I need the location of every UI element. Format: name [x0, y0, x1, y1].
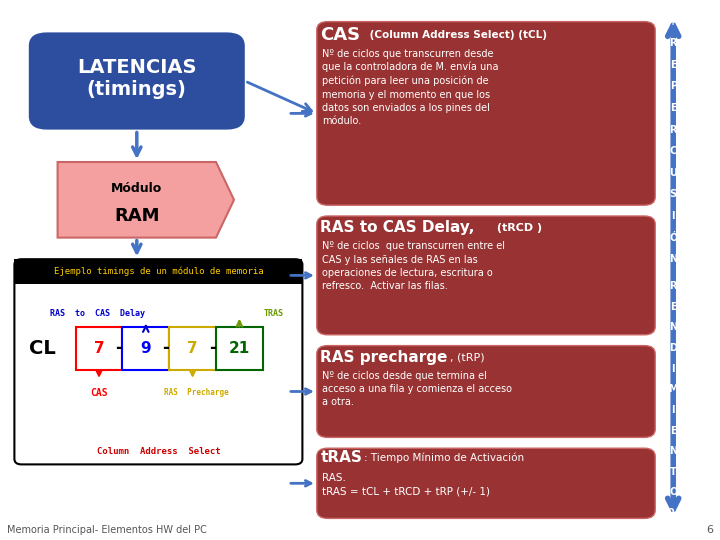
- Text: 0-: 0-: [668, 508, 678, 518]
- Text: P: P: [670, 82, 677, 91]
- FancyBboxPatch shape: [216, 327, 263, 370]
- Text: E: E: [670, 426, 677, 436]
- Text: CAS: CAS: [320, 26, 361, 44]
- Text: C: C: [670, 146, 677, 156]
- Text: R: R: [670, 125, 677, 134]
- Text: R: R: [670, 38, 677, 48]
- FancyBboxPatch shape: [76, 327, 122, 370]
- FancyBboxPatch shape: [317, 346, 655, 437]
- Text: RAS.
tRAS = tCL + tRCD + tRP (+/- 1): RAS. tRAS = tCL + tRCD + tRP (+/- 1): [322, 473, 490, 496]
- Text: RAM: RAM: [114, 207, 160, 225]
- Text: CL: CL: [29, 339, 55, 358]
- Text: TRAS: TRAS: [264, 309, 284, 318]
- Text: R: R: [670, 281, 677, 291]
- Text: 7: 7: [187, 341, 198, 356]
- Text: I: I: [672, 363, 675, 374]
- Text: RAS to CAS Delay,: RAS to CAS Delay,: [320, 220, 474, 235]
- Text: Nº de ciclos  que transcurren entre el
CAS y las señales de RAS en las
operacion: Nº de ciclos que transcurren entre el CA…: [322, 241, 505, 291]
- FancyBboxPatch shape: [29, 32, 245, 130]
- Text: T: T: [670, 467, 677, 477]
- Text: E: E: [670, 103, 677, 113]
- Text: D: D: [669, 343, 678, 353]
- FancyBboxPatch shape: [317, 22, 655, 205]
- FancyBboxPatch shape: [14, 259, 302, 284]
- Text: Column  Address  Select: Column Address Select: [96, 447, 220, 456]
- Text: E: E: [670, 302, 677, 312]
- Polygon shape: [58, 162, 234, 238]
- Text: 7: 7: [94, 341, 104, 356]
- Text: LATENCIAS
(timings): LATENCIAS (timings): [77, 58, 197, 99]
- Text: -: -: [209, 339, 216, 357]
- FancyBboxPatch shape: [122, 327, 169, 370]
- Text: 6: 6: [706, 524, 713, 535]
- Text: N: N: [669, 254, 678, 264]
- Text: RAS  to  CAS  Delay: RAS to CAS Delay: [50, 309, 145, 318]
- FancyBboxPatch shape: [14, 259, 302, 464]
- Text: I: I: [672, 405, 675, 415]
- Text: Nº de ciclos que transcurren desde
que la controladora de M. envía una
petición : Nº de ciclos que transcurren desde que l…: [322, 49, 498, 126]
- FancyBboxPatch shape: [317, 448, 655, 518]
- Text: S: S: [670, 190, 677, 199]
- Text: Ó: Ó: [669, 233, 678, 242]
- Text: N: N: [669, 322, 678, 333]
- Text: Nº de ciclos desde que termina el
acceso a una fila y comienza el acceso
a otra.: Nº de ciclos desde que termina el acceso…: [322, 371, 512, 407]
- Text: M: M: [668, 384, 678, 394]
- Text: , (tRP): , (tRP): [450, 353, 485, 362]
- Text: RAS  Precharge: RAS Precharge: [164, 388, 228, 397]
- Text: (tRCD ): (tRCD ): [493, 223, 542, 233]
- Text: N: N: [669, 446, 678, 456]
- Text: I: I: [672, 211, 675, 221]
- Text: Ejemplo timings de un módulo de memoria: Ejemplo timings de un módulo de memoria: [53, 267, 264, 276]
- Text: E: E: [670, 60, 677, 70]
- Text: -: -: [115, 339, 122, 357]
- Text: Módulo: Módulo: [111, 182, 163, 195]
- Text: 9: 9: [140, 341, 151, 356]
- Text: 21: 21: [229, 341, 250, 356]
- Text: +: +: [669, 17, 678, 26]
- Text: U: U: [670, 168, 677, 178]
- Text: Memoria Principal- Elementos HW del PC: Memoria Principal- Elementos HW del PC: [7, 524, 207, 535]
- Text: tRAS: tRAS: [320, 450, 362, 465]
- Text: O: O: [669, 488, 678, 497]
- Text: RAS precharge: RAS precharge: [320, 350, 448, 365]
- Text: (Column Address Select) (tCL): (Column Address Select) (tCL): [366, 30, 546, 40]
- FancyBboxPatch shape: [169, 327, 216, 370]
- Text: -: -: [162, 339, 169, 357]
- FancyBboxPatch shape: [317, 216, 655, 335]
- Text: : Tiempo Mínimo de Activación: : Tiempo Mínimo de Activación: [364, 453, 523, 463]
- Text: CAS: CAS: [90, 388, 108, 398]
